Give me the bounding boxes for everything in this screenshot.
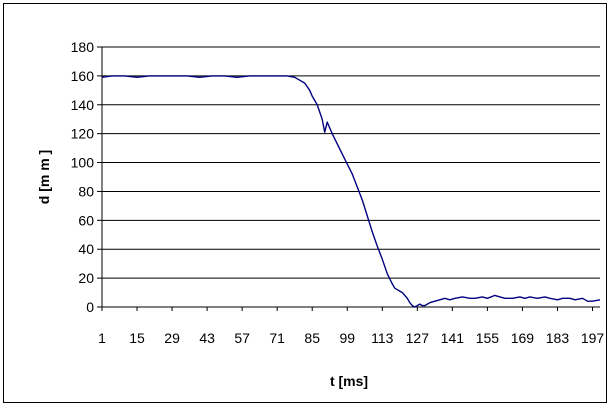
y-tick-label: 0 [86, 299, 94, 315]
x-tick-label: 127 [406, 330, 430, 346]
x-axis-title: t [ms] [330, 373, 368, 389]
x-tick-label: 99 [339, 330, 355, 346]
line-chart: 0 20 40 60 80 100 120 140 160 180 1 15 29 43 57 71 85 99 1… [36, 39, 605, 389]
y-tick-label: 100 [71, 155, 95, 171]
x-tick-label: 113 [371, 330, 394, 346]
series-line [101, 75, 601, 308]
chart-frame: 0 20 40 60 80 100 120 140 160 180 1 15 29 43 57 71 85 99 1… [3, 3, 607, 403]
x-tick-label: 169 [511, 330, 535, 346]
x-tick-label: 183 [546, 330, 570, 346]
x-tick-label: 57 [234, 330, 250, 346]
tick-labels: 0 20 40 60 80 100 120 140 160 180 1 15 29 43 57 71 85 99 1… [71, 39, 605, 346]
x-tick-label: 155 [476, 330, 500, 346]
y-tick-label: 160 [71, 68, 95, 84]
x-tick-label: 197 [581, 330, 605, 346]
x-tick-label: 85 [304, 330, 320, 346]
y-tick-label: 140 [71, 97, 95, 113]
y-tick-label: 20 [78, 270, 94, 286]
gridlines [102, 46, 600, 279]
x-tick-label: 43 [199, 330, 215, 346]
y-tick-label: 80 [78, 183, 94, 199]
x-tick-label: 29 [164, 330, 180, 346]
x-tick-label: 15 [129, 330, 145, 346]
series-layer [101, 75, 601, 308]
y-tick-label: 120 [71, 126, 95, 142]
x-tick-label: 141 [441, 330, 465, 346]
y-tick-label: 40 [78, 241, 94, 257]
x-tick-label: 71 [269, 330, 285, 346]
y-axis-title: d [m m ] [36, 150, 52, 204]
x-tick-label: 1 [98, 330, 106, 346]
axes [97, 46, 600, 311]
y-tick-label: 60 [78, 212, 94, 228]
y-tick-label: 180 [71, 39, 95, 55]
